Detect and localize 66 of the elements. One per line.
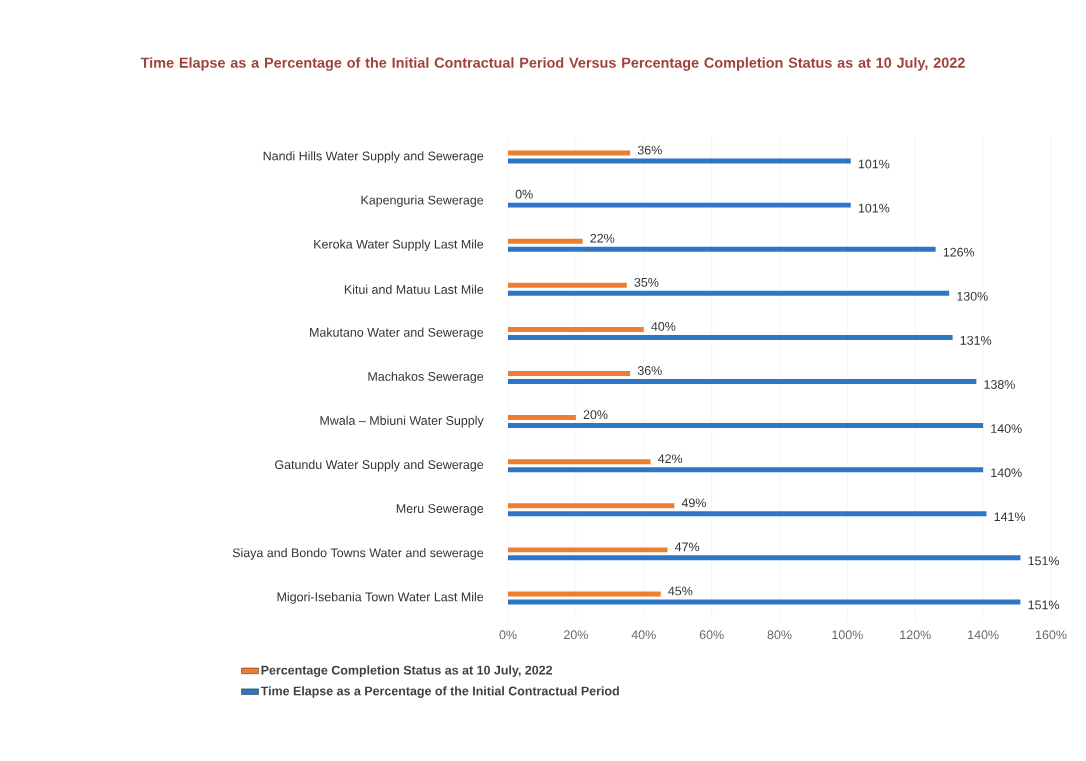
data-label: 101% (858, 203, 890, 213)
x-tick-label: 120% (900, 630, 931, 640)
y-tick-label: Siaya and Bondo Towns Water and sewerage (232, 548, 484, 560)
data-label: 22% (590, 233, 615, 243)
bar (508, 282, 627, 288)
data-label: 126% (943, 247, 975, 257)
y-tick-label: Gatundu Water Supply and Sewerage (275, 459, 484, 472)
data-label: 40% (651, 322, 676, 331)
bar (508, 423, 984, 429)
bar (508, 591, 661, 597)
data-label: 140% (991, 468, 1022, 478)
data-label: 141% (994, 512, 1026, 522)
bar (508, 238, 583, 244)
y-tick-label: Kitui and Matuu Last Mile (344, 284, 484, 294)
data-label: 45% (668, 586, 693, 596)
bar (508, 459, 651, 465)
bar (508, 371, 631, 376)
y-tick-label: Meru Sewerage (396, 504, 484, 516)
bar (508, 158, 851, 164)
legend-label: Percentage Completion Status as at 10 July, 2022 (261, 665, 553, 678)
y-tick-label: Migori-Isebania Town Water Last Mile (277, 592, 484, 604)
bar (508, 467, 984, 473)
bar (508, 503, 675, 509)
y-tick-label: Mwala – Mbiuni Water Supply (320, 415, 484, 428)
data-label: 130% (957, 291, 988, 301)
x-tick-label: 100% (832, 630, 863, 640)
data-label: 42% (658, 454, 683, 464)
bar (508, 415, 576, 421)
bar (508, 511, 987, 517)
data-label: 47% (674, 542, 700, 552)
y-tick-label: Keroka Water Supply Last Mile (314, 239, 484, 252)
x-tick-label: 60% (699, 630, 724, 640)
bar (508, 555, 1021, 561)
y-tick-label: Kapenguria Sewerage (361, 195, 484, 207)
bar (508, 334, 953, 340)
data-label: 151% (1028, 556, 1060, 566)
data-label: 140% (991, 424, 1022, 433)
data-label: 131% (960, 335, 992, 345)
x-tick-label: 20% (564, 630, 588, 640)
bar (508, 547, 668, 553)
data-label: 35% (634, 277, 659, 287)
x-tick-label: 0% (499, 630, 517, 640)
bar (508, 150, 631, 156)
x-tick-label: 140% (968, 630, 999, 640)
bar (508, 246, 936, 252)
bar (508, 326, 644, 332)
x-tick-label: 160% (1036, 630, 1067, 640)
y-tick-label: Machakos Sewerage (368, 371, 484, 384)
y-tick-label: Makutano Water and Sewerage (310, 327, 484, 340)
bar (508, 378, 977, 384)
chart-title: Time Elapse as a Percentage of the Initial Contractual Period Versus Percentage Completion Status as at 10 July, 2022 (140, 57, 965, 71)
y-tick-label: Nandi Hills Water Supply and Sewerage (263, 151, 484, 163)
legend-label: Time Elapse as a Percentage of the Initial Contractual Period (260, 686, 619, 698)
data-label: 138% (984, 380, 1015, 389)
data-label: 49% (681, 498, 706, 508)
data-label: 20% (583, 410, 608, 420)
data-label: 101% (858, 159, 890, 169)
data-label: 36% (637, 145, 662, 155)
data-label: 151% (1028, 600, 1060, 610)
bar (508, 290, 950, 296)
data-label: 0% (515, 189, 533, 199)
bar (508, 202, 851, 208)
x-tick-label: 40% (631, 630, 656, 640)
x-tick-label: 80% (767, 630, 792, 640)
bar (508, 599, 1021, 605)
data-label: 36% (637, 366, 662, 375)
